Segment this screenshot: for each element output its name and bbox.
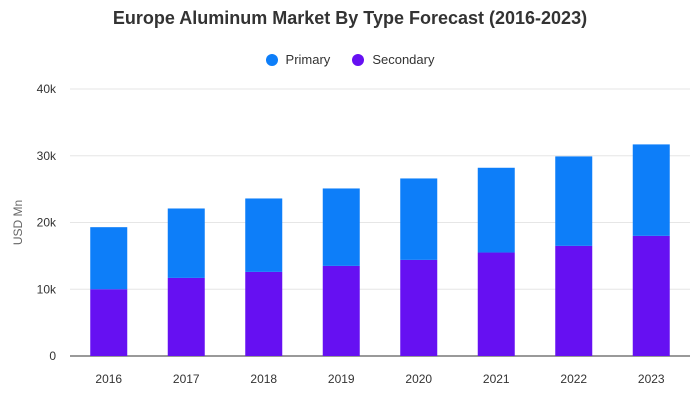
legend-label-primary: Primary: [285, 52, 331, 67]
bar-primary-2020: [400, 178, 438, 260]
legend-item-primary[interactable]: Primary: [265, 52, 331, 67]
y-axis-title: USD Mn: [11, 200, 25, 245]
bar-primary-2016: [90, 227, 128, 290]
x-tick-label: 2018: [250, 372, 277, 386]
legend-item-secondary[interactable]: Secondary: [352, 52, 434, 67]
legend-label-secondary: Secondary: [372, 52, 435, 67]
chart-title: Europe Aluminum Market By Type Forecast …: [112, 8, 588, 28]
bar-secondary-2018: [245, 271, 283, 356]
bar-secondary-2020: [400, 259, 438, 356]
bar-secondary-2019: [322, 265, 360, 356]
bar-secondary-2017: [167, 277, 205, 356]
bar-secondary-2021: [477, 252, 515, 356]
bar-primary-2021: [477, 167, 515, 253]
y-tick-label: 40k: [37, 82, 57, 96]
bar-secondary-2016: [90, 289, 128, 356]
bar-primary-2018: [245, 198, 283, 272]
y-tick-label: 30k: [37, 149, 57, 163]
x-tick-label: 2020: [405, 372, 432, 386]
y-tick-label: 0: [49, 349, 56, 363]
bar-primary-2022: [555, 156, 593, 246]
bar-primary-2019: [322, 188, 360, 266]
x-tick-label: 2019: [328, 372, 355, 386]
x-tick-label: 2022: [560, 372, 587, 386]
x-tick-label: 2023: [638, 372, 665, 386]
legend-swatch-secondary: [352, 53, 365, 66]
legend-swatch-primary: [265, 53, 278, 66]
y-tick-label: 10k: [37, 282, 57, 296]
y-tick-label: 20k: [37, 216, 57, 230]
x-tick-label: 2021: [483, 372, 510, 386]
bar-secondary-2022: [555, 245, 593, 356]
legend: Primary Secondary: [0, 52, 700, 67]
bar-primary-2017: [167, 208, 205, 278]
bar-secondary-2023: [632, 235, 670, 356]
bar-primary-2023: [632, 144, 670, 236]
x-tick-label: 2017: [173, 372, 200, 386]
x-tick-label: 2016: [95, 372, 122, 386]
